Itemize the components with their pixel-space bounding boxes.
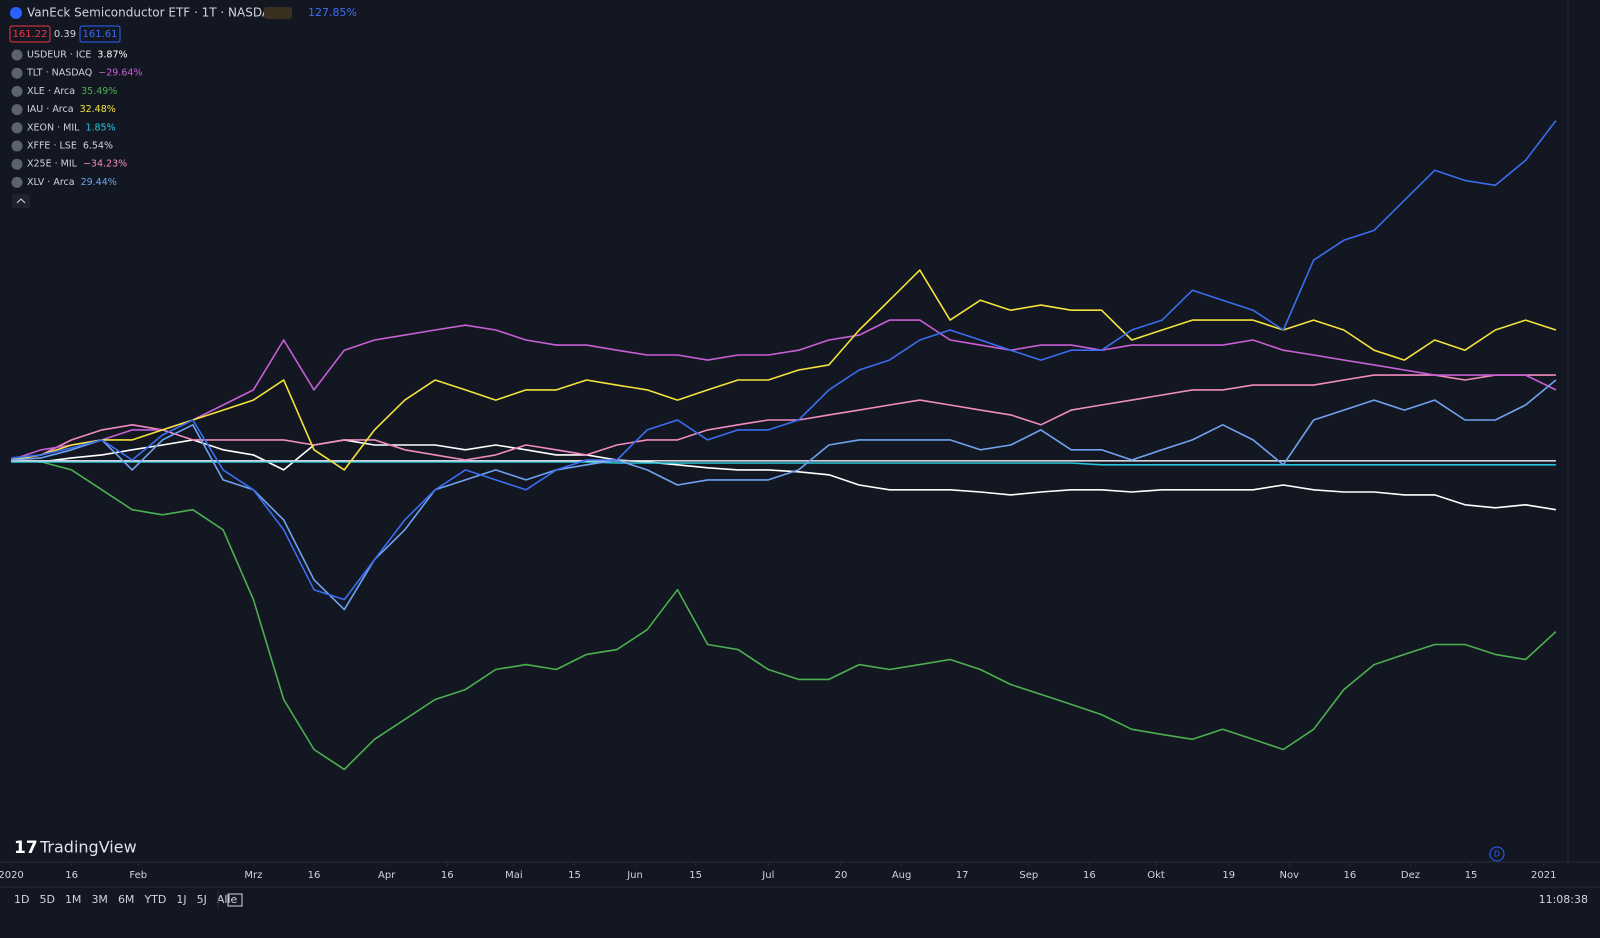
x-tick-label: 16: [308, 870, 321, 881]
status-badge: [264, 7, 292, 19]
legend-name[interactable]: XLV · Arca: [27, 177, 75, 188]
series-line: [11, 120, 1557, 601]
series-line: [11, 461, 1556, 466]
legend-icon: [11, 49, 23, 61]
x-tick-label: Nov: [1280, 870, 1300, 881]
timeframe-button[interactable]: 1M: [65, 893, 82, 906]
x-tick-label: 16: [1344, 870, 1357, 881]
series-line: [10, 269, 1557, 471]
d-badge[interactable]: D: [1494, 850, 1500, 859]
clock: 11:08:38: [1539, 893, 1588, 906]
legend-change: −34.23%: [83, 159, 127, 170]
legend-name[interactable]: IAU · Arca: [27, 104, 74, 115]
timeframe-button[interactable]: YTD: [143, 893, 166, 906]
x-tick-label: Dez: [1401, 870, 1420, 881]
legend-name[interactable]: X25E · MIL: [27, 159, 78, 170]
x-tick-label: Mrz: [244, 870, 262, 881]
timeframe-button[interactable]: 5J: [197, 893, 207, 906]
timeframe-button[interactable]: 1J: [176, 893, 186, 906]
x-tick-label: Sep: [1019, 870, 1038, 881]
x-tick-label: Aug: [892, 870, 912, 881]
legend-name[interactable]: XEON · MIL: [27, 122, 80, 133]
legend: USDEUR · ICE 3.87% TLT · NASDAQ −29.64% XLE …: [11, 49, 142, 188]
legend-change: 35.49%: [81, 86, 117, 97]
symbol-title[interactable]: VanEck Semiconductor ETF · 1T · NASDAQ: [27, 6, 279, 20]
legend-name[interactable]: USDEUR · ICE: [27, 50, 91, 61]
timeframe-button[interactable]: 6M: [118, 893, 135, 906]
time-axis: 2020 16 Feb Mrz 16 Apr 16 Mai 15 Jun 15 Jul 20 Aug 17 S…: [0, 862, 1556, 881]
price-box: [79, 25, 121, 43]
legend-icon: [11, 158, 23, 170]
timeframe-button[interactable]: 3M: [91, 893, 108, 906]
timeframe-toolbar: 1D 5D 1M 3M 6M YTD 1J 5J Alle: [14, 893, 237, 906]
x-tick-label: 2020: [0, 870, 24, 881]
x-tick-label: Apr: [378, 870, 396, 881]
legend-icon: [11, 104, 23, 116]
legend-icon: [11, 67, 23, 79]
x-tick-label: 19: [1222, 870, 1235, 881]
x-tick-label: Mai: [505, 870, 523, 881]
legend-change: 1.85%: [85, 122, 115, 133]
legend-name[interactable]: TLT · NASDAQ: [26, 68, 92, 79]
x-tick-label: Jul: [761, 870, 774, 881]
x-tick-label: 16: [65, 870, 78, 881]
symbol-icon: [10, 7, 22, 19]
collapse-button[interactable]: [12, 194, 30, 208]
series-line: [11, 459, 1557, 771]
legend-change: 3.87%: [97, 50, 127, 61]
legend-change: 29.44%: [81, 177, 117, 188]
logo: TradingView: [39, 838, 137, 857]
legend-icon: [11, 140, 23, 152]
legend-change: 32.48%: [80, 104, 116, 115]
timeframe-button[interactable]: 5D: [39, 893, 54, 906]
plot: [10, 120, 1557, 771]
price-box: [9, 25, 51, 43]
main-change: 127.85%: [308, 6, 357, 19]
legend-icon: [11, 176, 23, 188]
collapse-icon: [16, 198, 26, 204]
spread: 0.39: [54, 29, 76, 40]
x-tick-label: Jun: [626, 870, 643, 881]
date-range-icon[interactable]: [227, 893, 243, 907]
x-tick-label: 17: [956, 870, 969, 881]
legend-change: 6.54%: [83, 141, 113, 152]
x-tick-label: Feb: [129, 870, 147, 881]
d-badge-ring: [1489, 846, 1505, 862]
logo-mark: 17: [14, 838, 38, 858]
x-tick-label: 2021: [1531, 870, 1556, 881]
legend-icon: [11, 122, 23, 134]
x-tick-label: 20: [835, 870, 848, 881]
x-tick-label: 15: [568, 870, 581, 881]
series-line: [10, 374, 1556, 461]
x-tick-label: 16: [441, 870, 454, 881]
x-tick-label: 16: [1083, 870, 1096, 881]
legend-icon: [11, 85, 23, 97]
timeframe-button[interactable]: 1D: [14, 893, 29, 906]
x-tick-label: 15: [1465, 870, 1478, 881]
legend-change: −29.64%: [98, 68, 142, 79]
legend-name[interactable]: XFFE · LSE: [27, 141, 77, 152]
x-tick-label: Okt: [1147, 870, 1165, 881]
buy-price[interactable]: 161.61: [83, 29, 118, 40]
series-line: [11, 379, 1557, 611]
x-tick-label: 15: [689, 870, 702, 881]
sell-price[interactable]: 161.22: [13, 29, 48, 40]
timeframe-button[interactable]: Alle: [217, 893, 238, 906]
legend-name[interactable]: XLE · Arca: [27, 86, 75, 97]
series-line: [10, 319, 1557, 461]
